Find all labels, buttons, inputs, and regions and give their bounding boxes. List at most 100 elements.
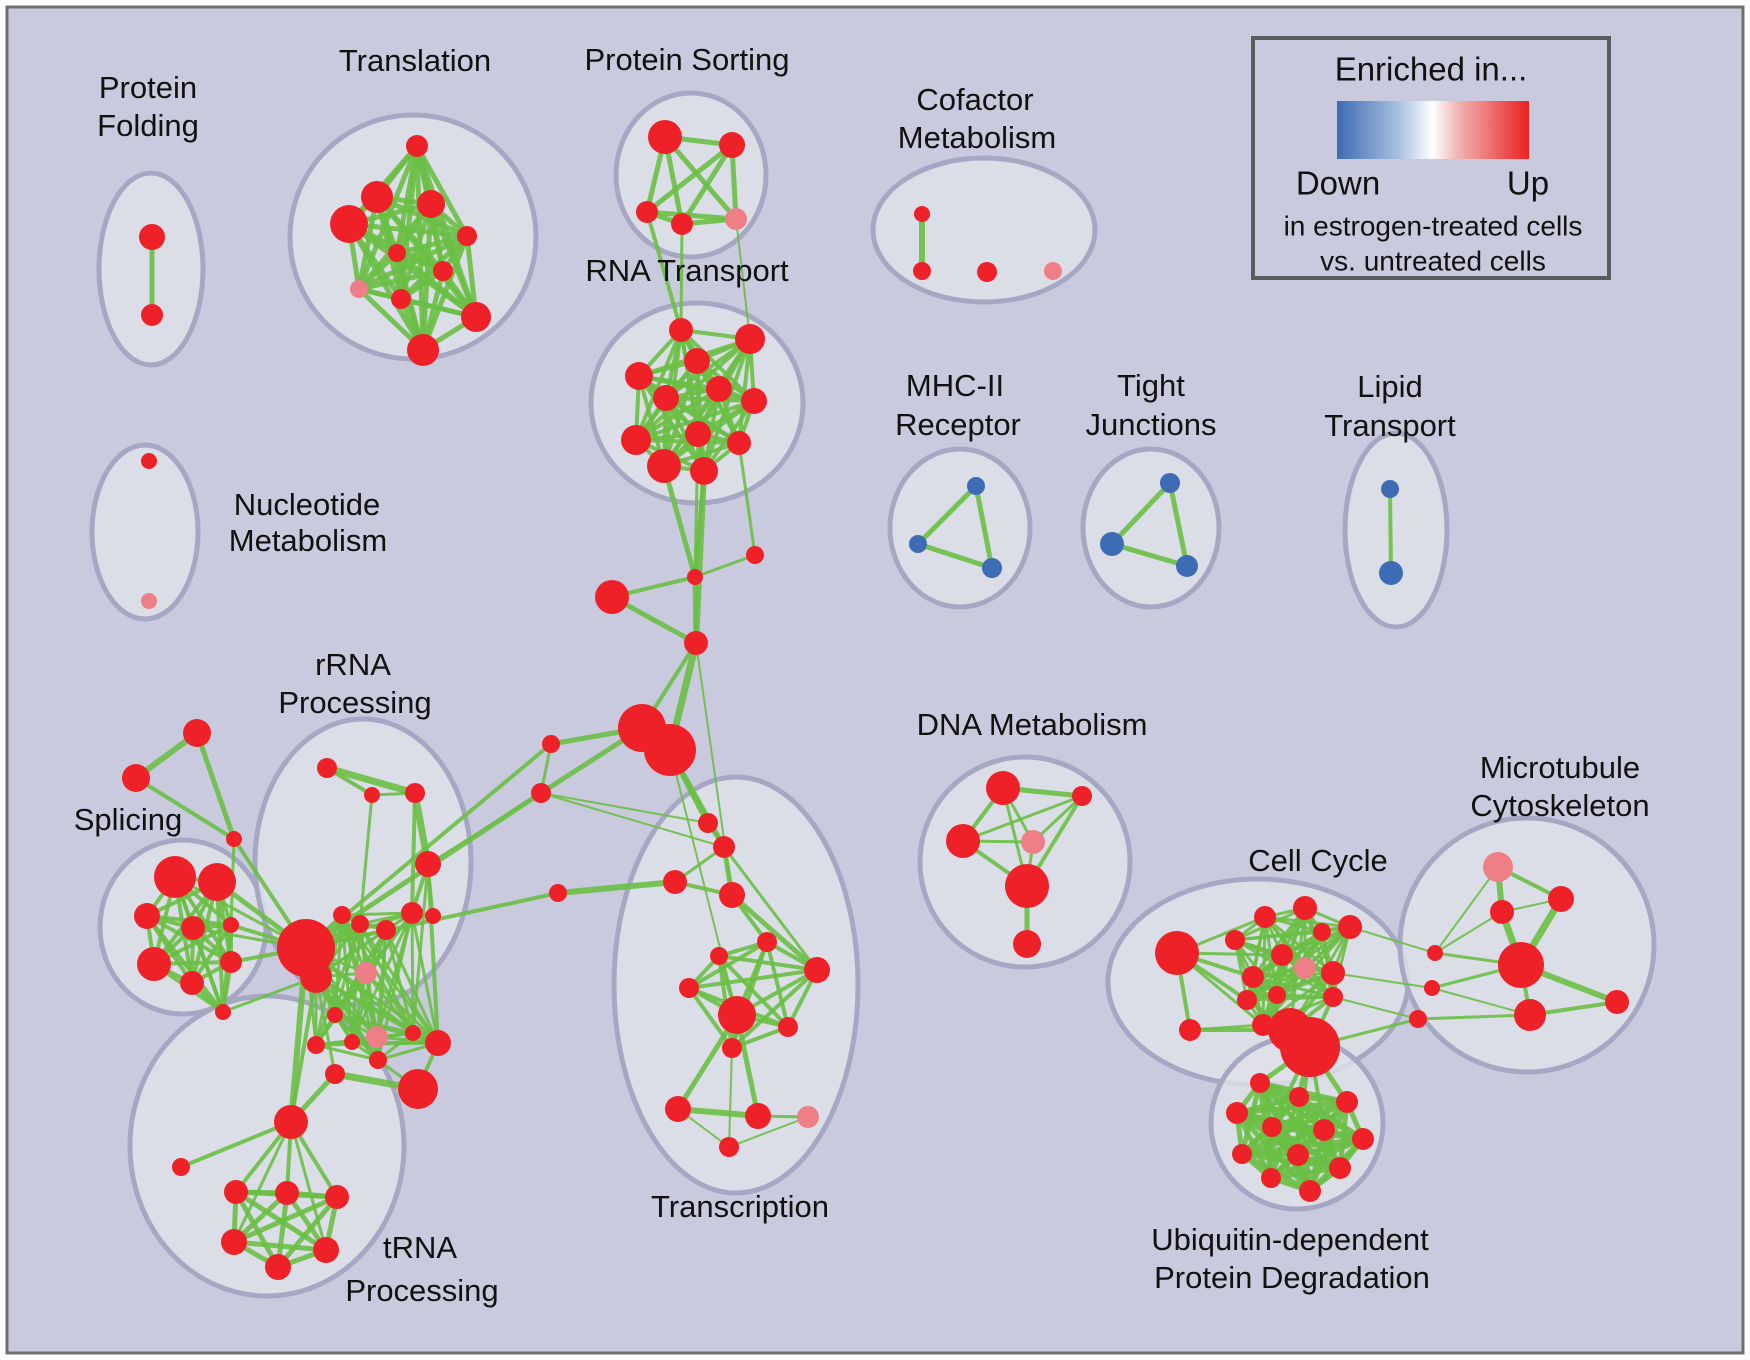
edge-u3-u4 — [1234, 1099, 1350, 1116]
edge-sx2-sx3 — [134, 776, 236, 841]
node-u6 — [1313, 1119, 1335, 1141]
cluster-label: Transcription — [651, 1189, 829, 1224]
edge-tc6-tc10 — [717, 954, 790, 1029]
edge-rr4-rr16 — [426, 862, 440, 1045]
node-cc5 — [1242, 966, 1264, 988]
cluster-mhc-ii-receptor — [887, 446, 1033, 610]
node-mt1 — [1483, 852, 1513, 882]
edge-t1-t5 — [414, 143, 470, 239]
node-tr3 — [275, 1181, 299, 1205]
edge-rt4-rt7 — [637, 374, 756, 403]
edge-rt2-rt9 — [737, 337, 752, 445]
cluster-label: Cell Cycle — [1248, 843, 1388, 878]
edge-cc7-cc9 — [1245, 966, 1307, 1002]
edge-rt8-cb2 — [693, 432, 700, 579]
cluster-label: Metabolism — [229, 523, 388, 558]
node-sp9 — [215, 1004, 231, 1020]
cluster-lipid-transport — [1342, 430, 1450, 630]
cluster-nucleotide-metabolism — [89, 442, 201, 622]
node-rr4 — [415, 851, 441, 877]
node-sx1 — [183, 719, 211, 747]
node-tr1 — [172, 1158, 190, 1176]
node-cb4 — [684, 631, 708, 655]
cluster-label: Junctions — [1086, 407, 1217, 442]
node-rr8 — [401, 902, 423, 924]
legend-up-label: Up — [1507, 165, 1549, 202]
edge-tr0-tr5 — [232, 1120, 293, 1244]
edge-ps2-ps4 — [679, 142, 735, 227]
node-u3 — [1336, 1091, 1358, 1113]
edge-rr6-rr13 — [350, 922, 362, 1044]
edge-rt7-rt10 — [634, 399, 756, 442]
node-lt2 — [1379, 561, 1403, 585]
cluster-label: Splicing — [74, 802, 183, 837]
node-rr16 — [425, 1030, 451, 1056]
cluster-label: Protein Sorting — [584, 42, 789, 77]
node-tc9 — [718, 996, 756, 1034]
edge-tj1-tj2 — [1109, 480, 1173, 547]
node-tj3 — [1176, 555, 1198, 577]
edge-ps2-ps3 — [644, 142, 735, 215]
node-cc7 — [1294, 957, 1316, 979]
node-cb3 — [746, 546, 764, 564]
node-mc3 — [1409, 1010, 1427, 1028]
node-tc10 — [778, 1017, 798, 1037]
node-cc8 — [1321, 961, 1345, 985]
node-rr10 — [355, 962, 377, 984]
node-mh2 — [909, 535, 927, 553]
node-dm5 — [1005, 864, 1049, 908]
node-rt10 — [621, 425, 651, 455]
edge-rr5-rr13 — [340, 913, 354, 1044]
edge-tc5-tc10 — [765, 940, 790, 1029]
legend: Enriched in... Down Up in estrogen-treat… — [1251, 36, 1611, 280]
edge-t4-t5 — [346, 221, 470, 239]
cluster-transcription — [611, 774, 861, 1196]
node-cc14 — [1225, 930, 1245, 950]
node-mt4 — [1498, 942, 1544, 988]
node-nm1 — [141, 453, 157, 469]
node-rr5 — [333, 906, 351, 924]
edge-t1-t8 — [356, 143, 420, 292]
edge-ps3-ps5 — [644, 209, 739, 222]
node-tc3 — [663, 870, 687, 894]
edge-t7-t8 — [356, 268, 446, 292]
node-dm2 — [1072, 786, 1092, 806]
node-cc0 — [1155, 931, 1199, 975]
node-cc11 — [1323, 987, 1343, 1007]
node-tc1 — [698, 813, 718, 833]
node-rt3 — [684, 348, 710, 374]
node-tc11 — [722, 1038, 742, 1058]
edge-cc4-cc5 — [1251, 925, 1352, 979]
edge-rt9-cb3 — [737, 441, 757, 557]
node-tc6 — [710, 947, 728, 965]
edge-cc13-cc12 — [1188, 1023, 1265, 1032]
node-dm6 — [1013, 930, 1041, 958]
node-mt2 — [1548, 886, 1574, 912]
edge-rr11-rr16 — [333, 1013, 440, 1045]
cluster-label: Cofactor — [916, 82, 1033, 117]
legend-down-label: Down — [1296, 165, 1380, 202]
node-sx2 — [122, 764, 150, 792]
node-rr14 — [369, 1051, 387, 1069]
edge-cl2-tc2 — [540, 792, 725, 848]
node-cf3 — [977, 262, 997, 282]
node-mc1 — [1427, 945, 1443, 961]
legend-title: Enriched in... — [1335, 51, 1528, 88]
edge-cb3-cb2 — [693, 553, 757, 579]
cluster-label: rRNA — [315, 647, 391, 682]
node-cb1 — [595, 580, 629, 614]
node-rt11 — [647, 449, 681, 483]
edge-mc2-mt5 — [1431, 987, 1531, 1016]
node-u9 — [1287, 1144, 1309, 1166]
edge-rt1-rt10 — [634, 328, 683, 442]
edge-tc11-tc15 — [728, 1047, 733, 1148]
edge-lt1-lt2 — [1388, 487, 1393, 575]
cluster-label: Processing — [345, 1273, 498, 1308]
node-rt12 — [690, 457, 718, 485]
cluster-label: Folding — [97, 108, 199, 143]
node-tc5 — [757, 932, 777, 952]
edge-rt11-cb2 — [661, 463, 698, 580]
node-lt1 — [1381, 480, 1399, 498]
node-pf2 — [141, 304, 163, 326]
